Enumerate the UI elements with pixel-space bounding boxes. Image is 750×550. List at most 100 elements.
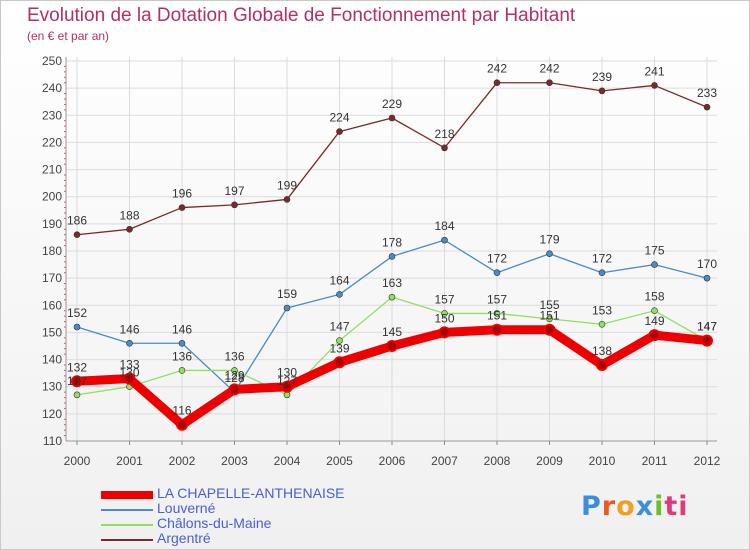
- data-label-chalons-du-maine: 155: [539, 298, 559, 312]
- data-point-chalons-du-maine: [388, 293, 396, 301]
- data-point-louverne: [651, 261, 658, 268]
- data-label-argentre: 242: [539, 62, 559, 76]
- data-point-louverne: [441, 236, 448, 244]
- data-label-argentre: 224: [329, 111, 349, 125]
- data-point-chalons-du-maine: [231, 367, 238, 374]
- data-point-louverne: [178, 339, 186, 347]
- logo-letter: ti: [664, 491, 689, 522]
- data-label-argentre: 186: [67, 214, 87, 228]
- legend-label: Louverné: [157, 500, 216, 516]
- data-label-argentre: 199: [277, 178, 297, 192]
- y-tick-label: 250: [42, 54, 62, 68]
- data-labels: 186 188 196 197 199 224 229 218 242 242 239 241 233 1…: [67, 62, 717, 418]
- axes: 110 120 130 140 150 160 170 180 190 200 210 220 230 2…: [42, 54, 721, 468]
- x-tick-label: 2005: [326, 454, 353, 468]
- data-point-louverne: [388, 253, 396, 260]
- data-point-louverne: [73, 323, 81, 331]
- proxiti-logo: Proxiti: [581, 491, 689, 522]
- legend-swatch: [101, 524, 153, 526]
- data-label-la-chapelle-anthenaise: 139: [329, 341, 349, 355]
- data-point-argentre: [388, 114, 396, 122]
- data-point-argentre: [336, 128, 343, 135]
- data-label-louverne: 184: [434, 219, 454, 233]
- x-tick-label: 2011: [642, 454, 668, 468]
- data-label-argentre: 197: [224, 184, 244, 198]
- legend-swatch: [101, 509, 153, 511]
- y-tick-label: 240: [42, 81, 62, 95]
- data-label-la-chapelle-anthenaise: 133: [119, 358, 139, 372]
- data-point-chalons-du-maine: [493, 310, 501, 317]
- data-point-la-chapelle-anthenaise: [438, 326, 451, 339]
- data-point-louverne: [546, 250, 553, 258]
- legend-label: Argentré: [157, 530, 211, 546]
- x-tick-label: 2001: [116, 454, 143, 468]
- data-label-chalons-du-maine: 147: [697, 320, 717, 334]
- data-point-argentre: [231, 201, 238, 209]
- data-label-chalons-du-maine: 130: [119, 366, 139, 380]
- legend-label: LA CHAPELLE-ANTHENAISE: [157, 485, 345, 501]
- x-tick-label: 2012: [694, 454, 721, 468]
- x-tick-label: 2003: [221, 454, 248, 468]
- data-point-la-chapelle-anthenaise: [648, 329, 661, 342]
- data-label-argentre: 242: [487, 62, 507, 76]
- data-point-argentre: [126, 225, 133, 233]
- series: [71, 79, 713, 431]
- data-point-argentre: [283, 196, 291, 203]
- chart-subtitle: (en € et par an): [27, 29, 110, 43]
- data-point-argentre: [703, 103, 711, 111]
- y-tick-label: 150: [42, 325, 62, 339]
- y-tick-label: 190: [42, 217, 62, 231]
- data-label-la-chapelle-anthenaise: 149: [644, 314, 664, 328]
- data-point-argentre: [598, 87, 606, 95]
- data-point-chalons-du-maine: [73, 391, 81, 399]
- data-point-louverne: [336, 291, 343, 298]
- data-label-louverne: 146: [172, 322, 192, 336]
- data-label-chalons-du-maine: 153: [592, 303, 612, 317]
- chart-title: Evolution de la Dotation Globale de Fonc…: [27, 5, 576, 26]
- data-point-argentre: [493, 79, 501, 87]
- data-label-louverne: 152: [67, 306, 87, 320]
- data-point-argentre: [178, 204, 186, 211]
- y-tick-label: 160: [42, 298, 62, 312]
- data-label-louverne: 128: [224, 371, 244, 385]
- data-label-louverne: 172: [487, 252, 507, 266]
- data-label-la-chapelle-anthenaise: 151: [539, 309, 559, 323]
- data-label-argentre: 239: [592, 70, 612, 84]
- data-label-la-chapelle-anthenaise: 116: [172, 404, 191, 418]
- x-tick-label: 2002: [169, 454, 196, 468]
- y-tick-label: 210: [42, 163, 62, 177]
- data-point-argentre: [441, 144, 448, 152]
- data-point-la-chapelle-anthenaise: [333, 356, 346, 369]
- data-label-louverne: 146: [119, 322, 139, 336]
- data-label-la-chapelle-anthenaise: 132: [67, 360, 87, 374]
- data-point-argentre: [546, 79, 553, 87]
- legend-label: Châlons-du-Maine: [157, 515, 272, 531]
- data-label-argentre: 218: [434, 127, 454, 141]
- data-point-argentre: [651, 82, 658, 89]
- data-label-argentre: 196: [172, 187, 192, 201]
- y-tick-label: 130: [42, 380, 62, 394]
- data-label-chalons-du-maine: 163: [382, 276, 402, 290]
- data-point-louverne: [493, 269, 501, 277]
- logo-letter: o: [616, 491, 636, 522]
- data-label-la-chapelle-anthenaise: 145: [382, 325, 402, 339]
- x-tick-label: 2010: [589, 454, 616, 468]
- data-point-chalons-du-maine: [283, 391, 291, 399]
- data-label-argentre: 188: [119, 208, 139, 222]
- data-label-chalons-du-maine: 157: [434, 292, 454, 306]
- data-label-chalons-du-maine: 127: [67, 374, 87, 388]
- data-label-chalons-du-maine: 127: [277, 374, 297, 388]
- data-label-argentre: 229: [382, 97, 402, 111]
- data-label-la-chapelle-anthenaise: 129: [224, 368, 244, 382]
- data-point-la-chapelle-anthenaise: [123, 372, 136, 385]
- data-label-louverne: 179: [539, 233, 559, 247]
- data-point-chalons-du-maine: [441, 310, 448, 317]
- data-point-la-chapelle-anthenaise: [71, 375, 83, 388]
- data-label-chalons-du-maine: 136: [224, 349, 244, 363]
- data-point-louverne: [283, 304, 291, 312]
- x-tick-label: 2007: [431, 454, 458, 468]
- data-label-la-chapelle-anthenaise: 150: [434, 311, 454, 325]
- data-label-chalons-du-maine: 136: [172, 349, 192, 363]
